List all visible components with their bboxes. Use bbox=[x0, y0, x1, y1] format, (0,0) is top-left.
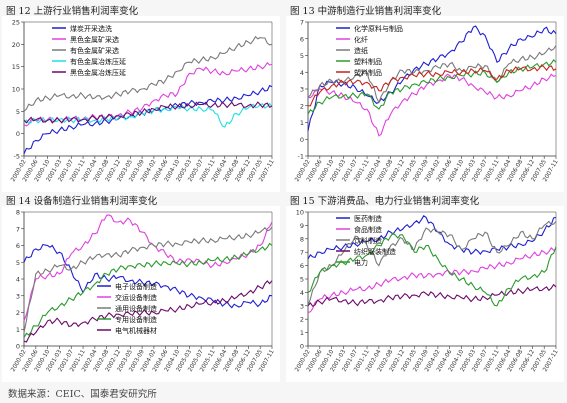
chart-background bbox=[2, 206, 280, 382]
series-line bbox=[23, 102, 273, 128]
y-tick-label: 6 bbox=[300, 262, 304, 270]
chart-panel-2: 图 13 中游制造行业销售利润率变化 -1 0 1 2 3 4 5 6 7 2000-02 2000… bbox=[286, 0, 564, 192]
series-line bbox=[307, 64, 557, 107]
series-line bbox=[307, 25, 557, 132]
legend-label: 黑色金属矿采选 bbox=[70, 35, 119, 44]
series-line bbox=[23, 101, 273, 124]
y-tick-label: 0 bbox=[16, 130, 20, 138]
y-tick-label: -1 bbox=[298, 153, 304, 161]
legend-label: 煤炭开采选洗 bbox=[70, 24, 112, 33]
legend-label: 专用设备制造 bbox=[115, 315, 157, 324]
y-tick-label: 4 bbox=[300, 69, 304, 77]
y-tick-label: 6 bbox=[300, 35, 304, 43]
y-tick-label: 4 bbox=[300, 289, 304, 297]
series-line bbox=[307, 215, 557, 260]
y-tick-label: 3 bbox=[300, 302, 304, 310]
chart-caption: 图 15 下游消费品、电力行业销售利润率变化 bbox=[290, 196, 480, 207]
y-tick-label: 7 bbox=[300, 19, 304, 27]
source-note: 数据来源：CEIC、国泰君安研究所 bbox=[8, 389, 157, 400]
legend-label: 塑料制品 bbox=[354, 68, 382, 77]
series-line bbox=[23, 280, 273, 343]
y-tick-label: 7 bbox=[16, 225, 20, 233]
y-tick-label: 5 bbox=[16, 259, 20, 267]
series-line bbox=[307, 232, 557, 307]
y-tick-label: 8 bbox=[300, 235, 304, 243]
y-tick-label: 0 bbox=[300, 343, 304, 351]
y-tick-label: 2 bbox=[300, 316, 304, 324]
legend-label: 有色金属矿采选 bbox=[70, 46, 119, 55]
chart-background bbox=[286, 16, 564, 192]
chart-caption: 图 13 中游制造行业销售利润率变化 bbox=[290, 6, 442, 17]
series-line bbox=[307, 73, 557, 137]
legend-label: 有色金属冶炼压延 bbox=[70, 57, 126, 66]
y-tick-label: 4 bbox=[16, 276, 20, 284]
legend-label: 电子设备制造 bbox=[115, 282, 157, 291]
y-tick-label: 7 bbox=[300, 249, 304, 257]
y-tick-label: 20 bbox=[12, 41, 20, 49]
y-tick-label: 25 bbox=[12, 19, 20, 27]
y-tick-label: 1 bbox=[300, 119, 304, 127]
y-tick-label: 2 bbox=[300, 102, 304, 110]
y-tick-label: 10 bbox=[12, 86, 20, 94]
line-chart: 0123456789102000-022000-062000-102001-03… bbox=[286, 206, 564, 382]
series-line bbox=[307, 45, 557, 104]
legend-label: 化学原料与制品 bbox=[354, 24, 403, 33]
series-line bbox=[307, 283, 557, 307]
line-chart: -505101520252000-022000-062000-102001-03… bbox=[2, 16, 280, 192]
y-tick-label: 0 bbox=[300, 136, 304, 144]
series-line bbox=[307, 59, 557, 115]
y-tick-label: 8 bbox=[16, 209, 20, 217]
y-tick-label: 1 bbox=[300, 329, 304, 337]
y-tick-label: 3 bbox=[300, 86, 304, 94]
legend-label: 通用设备制造 bbox=[115, 304, 157, 313]
line-chart: -1012345672000-022000-062000-102001-0320… bbox=[286, 16, 564, 192]
y-tick-label: -5 bbox=[14, 153, 20, 161]
legend-label: 交运设备制造 bbox=[115, 293, 157, 302]
series-line bbox=[23, 226, 273, 333]
series-line bbox=[23, 35, 273, 112]
legend-label: 电气机械器材 bbox=[115, 326, 157, 335]
legend-label: 医药制造 bbox=[354, 214, 382, 223]
series-line bbox=[23, 242, 273, 338]
legend-label: 电力 bbox=[354, 258, 368, 267]
y-tick-label: 9 bbox=[300, 222, 304, 230]
y-tick-label: 10 bbox=[296, 209, 304, 217]
y-tick-label: 15 bbox=[12, 63, 20, 71]
legend-label: 食品制造 bbox=[354, 225, 382, 234]
chart-caption: 图 14 设备制造行业销售利润率变化 bbox=[6, 196, 158, 207]
y-tick-label: 5 bbox=[300, 52, 304, 60]
chart-panel-4: 图 15 下游消费品、电力行业销售利润率变化 0 1 2 3 4 5 6 7 8 9 10 2000-… bbox=[286, 190, 564, 382]
chart-caption: 图 12 上游行业销售利润率变化 bbox=[6, 6, 139, 17]
chart-panel-1: 图 12 上游行业销售利润率变化 -5 0 5 10 15 20 25 2000-02 2000… bbox=[2, 0, 280, 192]
line-chart: 0123456782000-022000-062000-102001-03200… bbox=[2, 206, 280, 382]
legend-label: 纺织服装制造 bbox=[354, 247, 396, 256]
legend-label: 造纸 bbox=[354, 46, 368, 55]
chart-panel-3: 图 14 设备制造行业销售利润率变化 0 1 2 3 4 5 6 7 8 2000-02 2000-… bbox=[2, 190, 280, 382]
legend-label: 饮料制造 bbox=[354, 236, 382, 245]
legend-label: 塑料制品 bbox=[354, 57, 382, 66]
series-line bbox=[307, 247, 557, 314]
legend-label: 化纤 bbox=[354, 35, 368, 44]
y-tick-label: 5 bbox=[300, 276, 304, 284]
y-tick-label: 6 bbox=[16, 242, 20, 250]
y-tick-label: 2 bbox=[16, 309, 20, 317]
y-tick-label: 1 bbox=[16, 326, 20, 334]
legend-label: 黑色金属冶炼压延 bbox=[70, 68, 126, 77]
series-line bbox=[307, 220, 557, 306]
y-tick-label: 5 bbox=[16, 108, 20, 116]
y-tick-label: 3 bbox=[16, 292, 20, 300]
y-tick-label: 0 bbox=[16, 343, 20, 351]
